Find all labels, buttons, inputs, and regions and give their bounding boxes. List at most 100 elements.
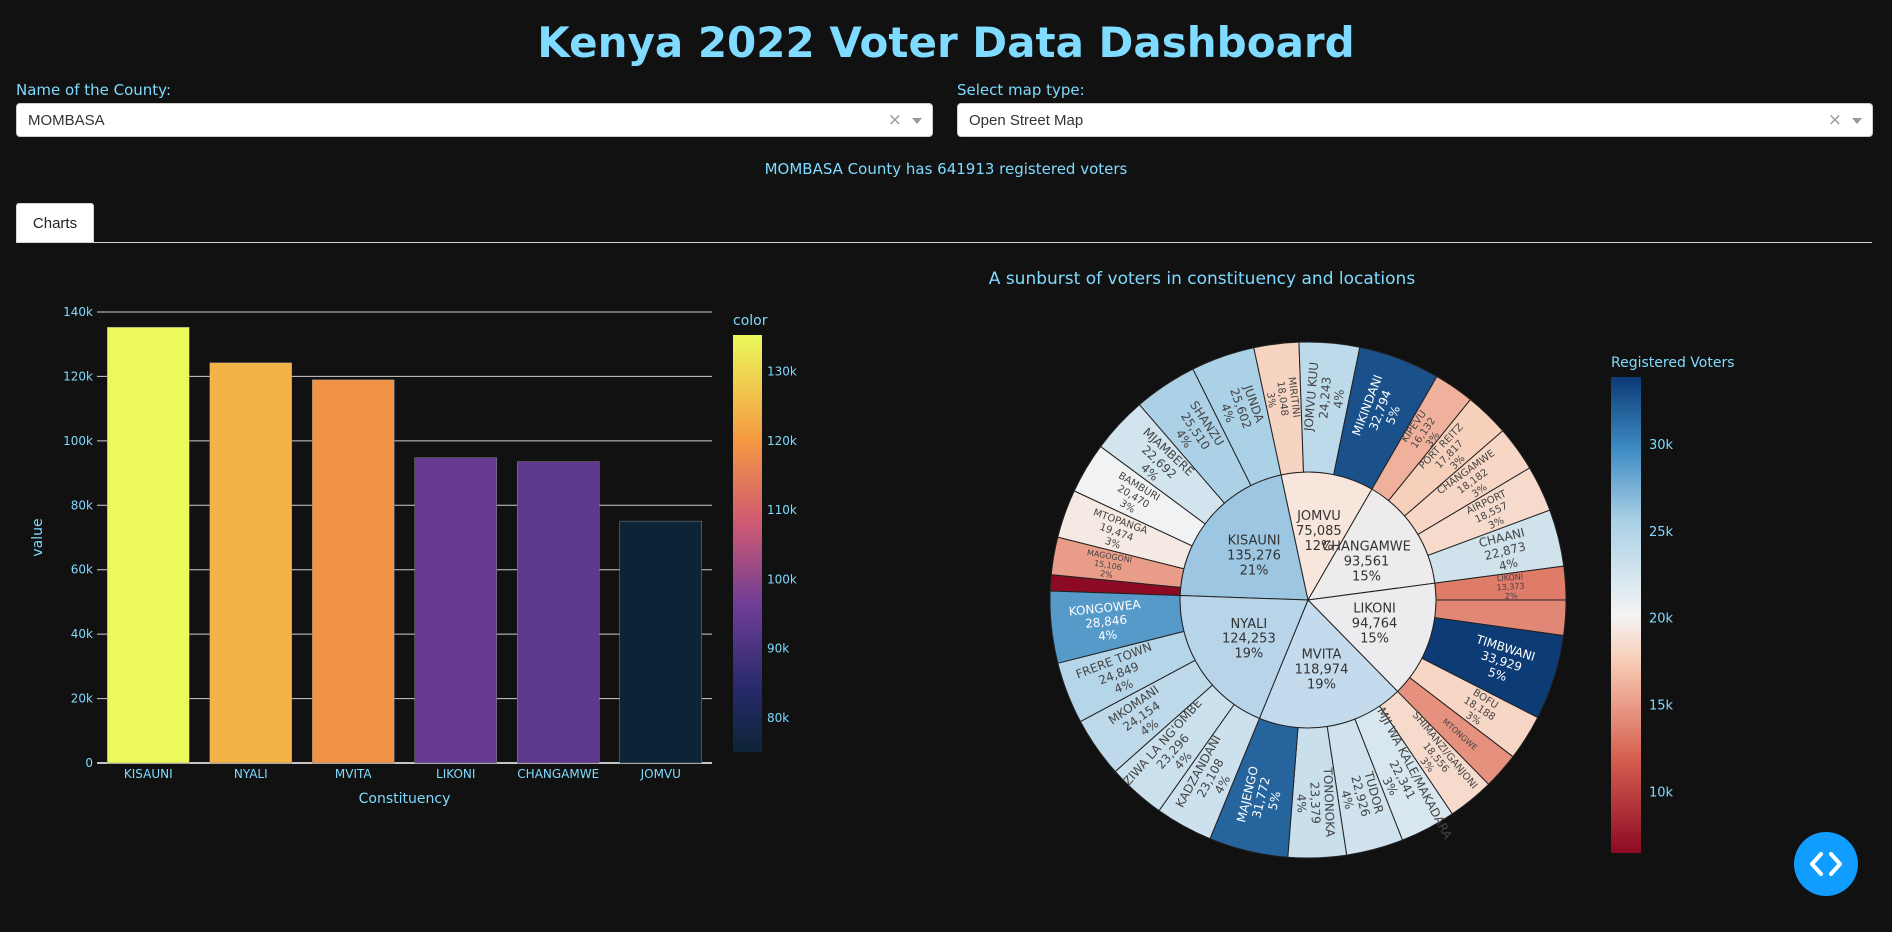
- sunburst-parent-label: CHANGAMWE 93,561 15%: [1322, 539, 1411, 584]
- map-type-clear-icon[interactable]: ×: [1827, 110, 1842, 130]
- sunburst-child-label-line: LIKONI: [1497, 572, 1524, 583]
- bar: [619, 520, 702, 764]
- bar-chart: 0 20k 40k 60k 80k 100k 120k 140k KISAUNI NYALI MVI…: [30, 305, 797, 807]
- bar-colorbar-tick: 110k: [767, 503, 797, 517]
- y-axis-title: value: [30, 518, 46, 556]
- county-dropdown[interactable]: MOMBASA ×: [16, 103, 933, 137]
- county-chevron-down-icon[interactable]: [912, 118, 922, 124]
- sunburst-parent-label-line: CHANGAMWE: [1322, 539, 1411, 554]
- x-tick-label: NYALI: [234, 767, 268, 781]
- x-axis-title: Constituency: [359, 791, 451, 807]
- sunburst-child-label-line: 4%: [1331, 389, 1347, 409]
- bar-colorbar-title: color: [733, 313, 768, 329]
- sunburst-child-label-line: 4%: [1218, 402, 1238, 425]
- sunburst-colorbar-tick: 25k: [1649, 525, 1674, 540]
- code-toggle-button[interactable]: [1794, 832, 1858, 896]
- map-type-value: Open Street Map: [969, 112, 1084, 129]
- sunburst-child-label: MIRITINI18,0483%: [1263, 376, 1302, 421]
- sunburst-parent-label: JOMVU 75,085 12%: [1296, 509, 1342, 554]
- sunburst-parent-label-line: 75,085: [1296, 524, 1342, 539]
- y-tick-label: 100k: [63, 434, 93, 448]
- y-tick-label: 40k: [71, 627, 93, 641]
- sunburst-colorbar-tick: 10k: [1649, 785, 1674, 800]
- y-tick-label: 20k: [71, 692, 93, 706]
- sunburst-parent-label-line: 94,764: [1352, 616, 1398, 631]
- sunburst-colorbar-tick: 20k: [1649, 612, 1674, 627]
- bar-colorbar-tick: 100k: [767, 572, 797, 586]
- sunburst-child-label-line: 28,846: [1085, 613, 1128, 631]
- bar-colorbar-tick: 130k: [767, 365, 797, 379]
- sunburst-chart: A sunburst of voters in constituency and…: [989, 269, 1735, 859]
- bar-colorbar: [733, 335, 762, 752]
- sunburst-child-label-line: 5%: [1383, 404, 1403, 427]
- bar: [312, 379, 395, 764]
- sunburst-parent-label-line: 124,253: [1222, 632, 1276, 647]
- bar: [107, 326, 190, 764]
- sunburst-child-label-line: 23,379: [1307, 782, 1322, 824]
- code-icon: [1810, 852, 1842, 876]
- sunburst-child-label-line: 24,243: [1316, 376, 1333, 419]
- sunburst-parent-label-line: 21%: [1240, 563, 1269, 578]
- registered-voters-summary: MOMBASA County has 641913 registered vot…: [764, 160, 1128, 178]
- sunburst-colorbar-title: Registered Voters: [1611, 355, 1735, 371]
- sunburst-child-label: TONONOKA23,3794%: [1293, 766, 1337, 839]
- sunburst-child-label: LIKONI13,3732%: [1496, 572, 1526, 601]
- sunburst-parent-label-line: 12%: [1304, 539, 1333, 554]
- bar: [517, 461, 600, 764]
- county-value: MOMBASA: [28, 112, 105, 129]
- sunburst-parent-label: KISAUNI 135,276 21%: [1227, 533, 1281, 578]
- map-type-chevron-down-icon[interactable]: [1852, 118, 1862, 124]
- sunburst-parent-label-line: 19%: [1234, 647, 1263, 662]
- sunburst-colorbar-tick: 15k: [1649, 698, 1674, 713]
- y-tick-label: 80k: [71, 498, 93, 512]
- county-clear-icon[interactable]: ×: [887, 110, 902, 130]
- sunburst-parent-label-line: KISAUNI: [1228, 533, 1281, 548]
- sunburst-parent-label-line: 93,561: [1344, 554, 1390, 569]
- sunburst-child-label-line: 4%: [1497, 555, 1519, 573]
- sunburst-child-label-line: 2%: [1099, 569, 1113, 580]
- map-type-label: Select map type:: [957, 81, 1085, 99]
- bar-colorbar-tick: 90k: [767, 642, 789, 656]
- sunburst-child-label: KONGOWEA28,8464%: [1068, 597, 1145, 646]
- tab-charts[interactable]: Charts: [16, 203, 94, 243]
- tab-divider: [16, 242, 1872, 243]
- sunburst-parent-label-line: 15%: [1352, 569, 1381, 584]
- sunburst-title: A sunburst of voters in constituency and…: [989, 269, 1416, 289]
- sunburst-child-label-line: 2%: [1505, 591, 1519, 601]
- sunburst-parent-label-line: 135,276: [1227, 548, 1281, 563]
- sunburst-child-label-line: 3%: [1103, 536, 1122, 552]
- sunburst-parent-label: NYALI 124,253 19%: [1222, 617, 1276, 662]
- sunburst-parent-label: LIKONI 94,764 15%: [1352, 602, 1398, 647]
- sunburst-parent-label-line: 19%: [1307, 678, 1336, 693]
- x-tick-label: LIKONI: [436, 767, 475, 781]
- sunburst-parent-label: MVITA 118,974 19%: [1295, 648, 1349, 693]
- map-type-dropdown[interactable]: Open Street Map ×: [957, 103, 1873, 137]
- sunburst-child-label-line: TONONOKA: [1321, 766, 1338, 838]
- bar-gridlines: [97, 311, 712, 764]
- sunburst-child-segment: [1049, 590, 1185, 664]
- sunburst-child-label-line: 13,373: [1496, 582, 1525, 593]
- bar: [414, 457, 497, 764]
- sunburst-child-label-line: MIRITINI: [1285, 376, 1301, 418]
- y-tick-label: 120k: [63, 369, 93, 383]
- county-label: Name of the County:: [16, 81, 172, 99]
- sunburst-parent-label-line: JOMVU: [1296, 509, 1341, 524]
- sunburst-parent-label-line: LIKONI: [1353, 602, 1396, 617]
- sunburst-child-label-line: 5%: [1486, 665, 1508, 684]
- sunburst-parent-label-line: 15%: [1360, 631, 1389, 646]
- y-tick-label: 140k: [63, 305, 93, 319]
- sunburst-child-label-line: 18,048: [1274, 381, 1289, 417]
- sunburst-child-label-line: 4%: [1112, 676, 1135, 696]
- bar: [209, 362, 292, 764]
- sunburst-colorbar-tick: 30k: [1649, 438, 1674, 453]
- x-tick-label: CHANGAMWE: [517, 767, 599, 781]
- x-tick-label: MVITA: [335, 767, 373, 781]
- page-title: Kenya 2022 Voter Data Dashboard: [537, 18, 1355, 67]
- sunburst-parent-label-line: NYALI: [1231, 617, 1268, 632]
- x-tick-label: KISAUNI: [124, 767, 173, 781]
- sunburst-child-label-line: 5%: [1266, 790, 1284, 812]
- sunburst-child-label-line: JOMVU KUU: [1301, 361, 1321, 432]
- sunburst-child-label-line: 4%: [1294, 794, 1309, 814]
- x-tick-label: JOMVU: [640, 767, 681, 781]
- y-tick-label: 0: [85, 756, 93, 770]
